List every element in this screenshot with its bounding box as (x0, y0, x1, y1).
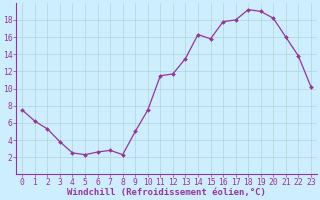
X-axis label: Windchill (Refroidissement éolien,°C): Windchill (Refroidissement éolien,°C) (67, 188, 266, 197)
